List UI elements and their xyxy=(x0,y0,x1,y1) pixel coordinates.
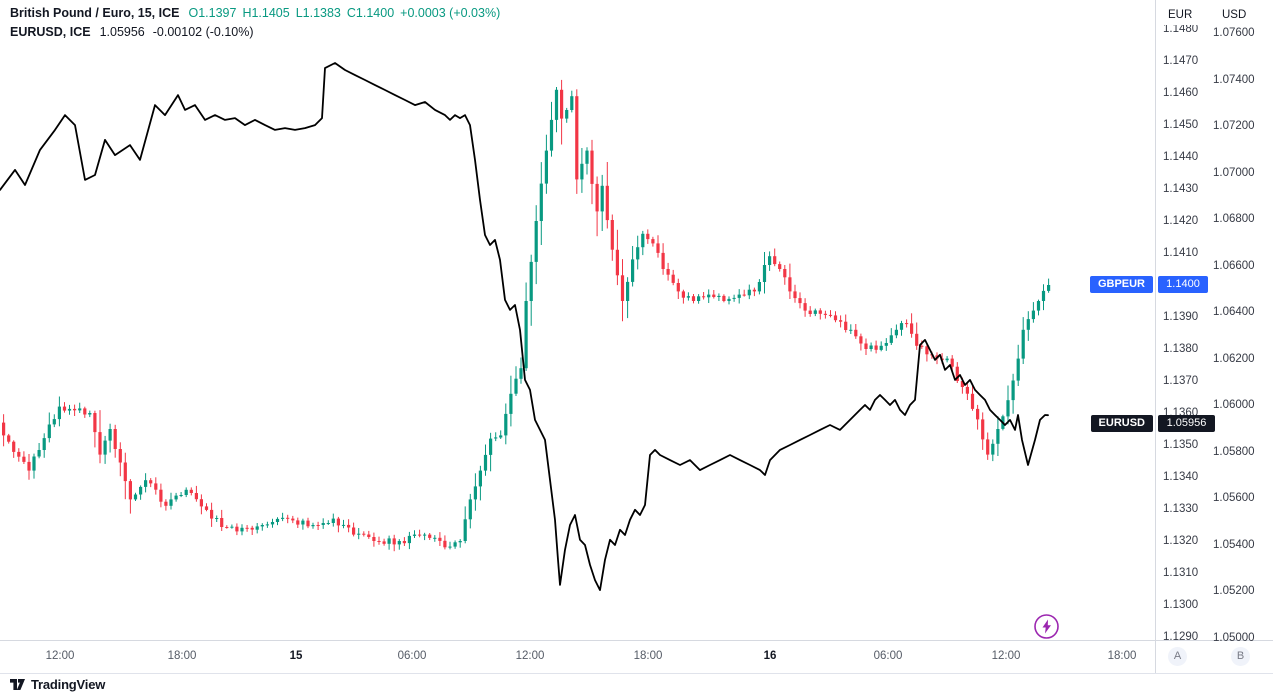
symbol-title-2[interactable]: EURUSD, ICE xyxy=(10,25,91,39)
date-label: 16 xyxy=(763,650,777,662)
eur-price-tick: 1.1440 xyxy=(1163,151,1199,163)
usd-price-tick: 1.07600 xyxy=(1213,27,1255,39)
usd-price-tick: 1.06200 xyxy=(1213,352,1255,365)
open-value: O1.1397 xyxy=(188,6,237,20)
chart-canvas[interactable] xyxy=(0,0,1155,640)
eur-price-tick: 1.1450 xyxy=(1163,119,1199,131)
eur-scale-header[interactable]: EUR xyxy=(1168,9,1193,21)
eurusd-line xyxy=(0,62,1049,591)
eurusd-values: 1.05956 -0.00102 (-0.10%) xyxy=(100,25,254,39)
time-label: 18:00 xyxy=(633,650,663,662)
eur-price-tick: 1.1380 xyxy=(1163,343,1199,355)
usd-price-tick: 1.05200 xyxy=(1213,585,1255,597)
eur-price-tick: 1.1480 xyxy=(1163,23,1199,35)
usd-price-tick: 1.06000 xyxy=(1213,399,1255,411)
time-label: 18:00 xyxy=(1107,650,1137,662)
price-axis[interactable]: EUR USD 1.1400 1.05956 1.1480 1.1470 1.146… xyxy=(1156,0,1273,644)
usd-price-tick: 1.07400 xyxy=(1213,73,1255,86)
usd-price-tick: 1.06800 xyxy=(1213,213,1255,225)
eur-price-tick: 1.1290 xyxy=(1163,631,1199,643)
eur-price-tick: 1.1370 xyxy=(1163,375,1199,387)
eur-price-tick: 1.1430 xyxy=(1163,183,1199,195)
legend-row-eurusd: EURUSD, ICE 1.05956 -0.00102 (-0.10%) xyxy=(10,25,254,39)
eur-price-tick: 1.1390 xyxy=(1163,311,1199,323)
time-label: 18:00 xyxy=(167,650,197,662)
bottom-bar: TradingView xyxy=(0,673,1273,695)
time-axis[interactable]: A B 12:00 18:00 15 06:00 12:00 18:00 16 06:00 12… xyxy=(0,640,1273,673)
usd-price-tick: 1.05400 xyxy=(1213,538,1255,551)
scale-mode-a-button[interactable]: A xyxy=(1168,647,1187,666)
close-value: C1.1400 xyxy=(346,6,395,20)
time-label: 12:00 xyxy=(991,650,1021,662)
date-label: 15 xyxy=(289,650,303,662)
change-value-2: -0.00102 (-0.10%) xyxy=(152,25,254,39)
lightning-icon xyxy=(1034,614,1059,639)
time-label: 12:00 xyxy=(45,650,75,662)
last-value: 1.05956 xyxy=(99,25,145,39)
eur-price-tick: 1.1300 xyxy=(1163,599,1199,611)
usd-scale-header[interactable]: USD xyxy=(1222,9,1247,21)
gbpeur-candles xyxy=(2,79,1051,552)
usd-price-tick: 1.05000 xyxy=(1213,631,1255,644)
usd-price-tick: 1.06600 xyxy=(1213,259,1255,272)
eur-price-tick: 1.1470 xyxy=(1163,55,1199,67)
usd-price-tick: 1.07200 xyxy=(1213,120,1255,132)
change-value: +0.0003 (+0.03%) xyxy=(400,6,501,20)
axis-separator xyxy=(1155,0,1156,673)
eur-price-tick: 1.1320 xyxy=(1163,535,1199,547)
chart-pane[interactable]: British Pound / Euro, 15, ICE O1.1397 H1… xyxy=(0,0,1155,640)
eurusd-price-badge: 1.05956 xyxy=(1158,414,1215,432)
eur-price-tick: 1.1420 xyxy=(1163,215,1199,227)
usd-price-tick: 1.05800 xyxy=(1213,445,1255,458)
low-value: L1.1383 xyxy=(295,6,341,20)
tradingview-logo-link[interactable]: TradingView xyxy=(10,677,105,692)
time-label: 06:00 xyxy=(397,650,427,662)
gbpeur-price-badge: 1.1400 xyxy=(1158,276,1208,294)
tradingview-logo xyxy=(10,679,25,690)
instant-trading-button[interactable] xyxy=(1033,613,1060,640)
eur-price-tick: 1.1460 xyxy=(1163,87,1199,99)
time-label: 12:00 xyxy=(515,650,545,662)
time-label: 06:00 xyxy=(873,650,903,662)
eur-price-tick: 1.1340 xyxy=(1163,471,1199,483)
high-value: H1.1405 xyxy=(242,6,290,20)
price-axis-header: EUR USD xyxy=(1156,0,1273,25)
eurusd-series-chip: EURUSD xyxy=(1090,414,1153,432)
usd-price-tick: 1.06400 xyxy=(1213,306,1255,318)
usd-price-tick: 1.05600 xyxy=(1213,492,1255,504)
eur-price-tick: 1.1410 xyxy=(1163,247,1199,259)
eur-price-tick: 1.1350 xyxy=(1163,439,1199,451)
eur-price-tick: 1.1310 xyxy=(1163,567,1199,579)
scale-mode-b-button[interactable]: B xyxy=(1231,647,1250,666)
symbol-title[interactable]: British Pound / Euro, 15, ICE xyxy=(10,6,180,20)
usd-price-tick: 1.07000 xyxy=(1213,166,1255,179)
ohlc-values: O1.1397 H1.1405 L1.1383 C1.1400 +0.0003 … xyxy=(188,6,500,20)
brand-name: TradingView xyxy=(31,677,106,692)
gbpeur-series-chip: GBPEUR xyxy=(1089,276,1153,294)
legend-row-gbpeur: British Pound / Euro, 15, ICE O1.1397 H1… xyxy=(10,6,500,20)
eur-price-tick: 1.1330 xyxy=(1163,503,1199,515)
